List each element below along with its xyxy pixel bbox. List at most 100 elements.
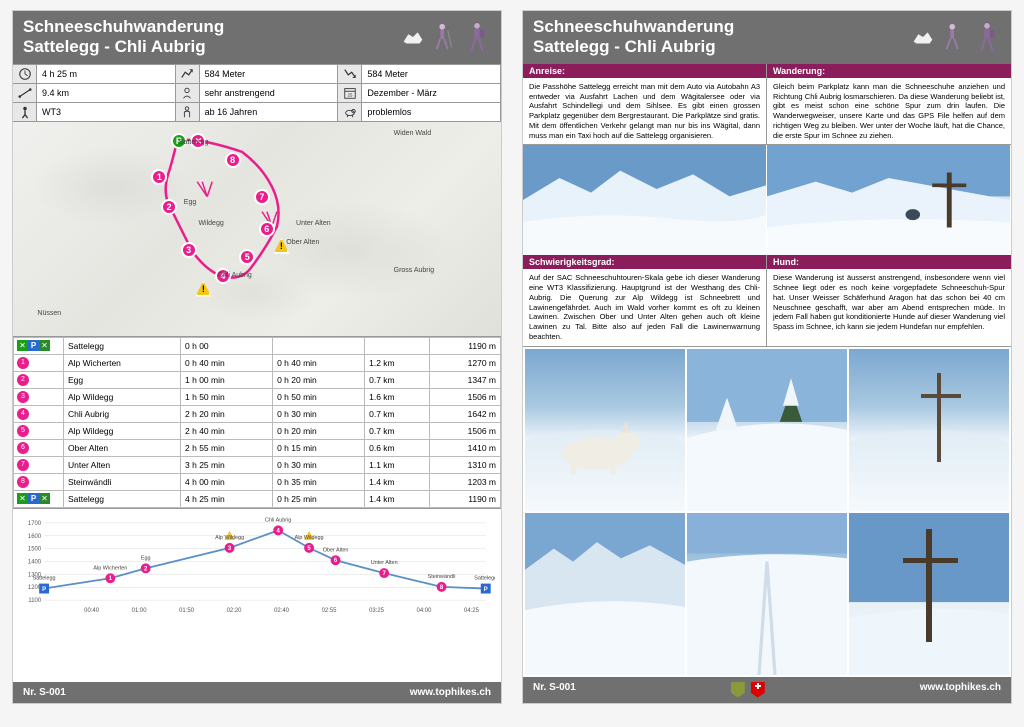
fox-icon xyxy=(909,21,937,53)
photo-dog xyxy=(525,349,685,511)
wp-time-total: 4 h 25 min xyxy=(181,490,273,507)
svg-text:1100: 1100 xyxy=(28,598,41,604)
stat-dog: problemlos xyxy=(362,103,501,122)
block-header: Hund: xyxy=(767,255,1011,269)
svg-text:04:25: 04:25 xyxy=(464,608,480,614)
svg-text:1400: 1400 xyxy=(28,559,42,565)
wp-name: Egg xyxy=(64,371,181,388)
table-row: 1Alp Wicherten0 h 40 min0 h 40 min1.2 km… xyxy=(14,354,501,371)
svg-text:Unter Alten: Unter Alten xyxy=(371,560,398,566)
page-title: Schneeschuhwanderung Sattelegg - Chli Au… xyxy=(23,17,224,58)
photo-summit-cross-1 xyxy=(849,349,1009,511)
svg-text:02:20: 02:20 xyxy=(227,608,243,614)
wp-name: Alp Wildegg xyxy=(64,388,181,405)
snowshoer-icon xyxy=(941,21,969,53)
wp-icon: ✕P✕ xyxy=(14,490,64,507)
page-header: Schneeschuhwanderung Sattelegg - Chli Au… xyxy=(13,11,501,64)
hiker-icon xyxy=(973,21,1001,53)
svg-text:Alp Wildegg: Alp Wildegg xyxy=(215,535,244,541)
block-anreise: Anreise: Die Passhöhe Sattelegg erreicht… xyxy=(523,64,767,146)
stat-season: Dezember - März xyxy=(362,84,501,103)
wp-icon: 1 xyxy=(14,354,64,371)
map-wp-1: 1 xyxy=(151,169,167,185)
distance-icon xyxy=(13,84,37,103)
wp-time-total: 3 h 25 min xyxy=(181,456,273,473)
wp-distance: 1.6 km xyxy=(365,388,430,405)
wp-time-total: 2 h 55 min xyxy=(181,439,273,456)
stat-distance: 9.4 km xyxy=(37,84,176,103)
wp-distance: 0.6 km xyxy=(365,439,430,456)
page-footer: Nr. S-001 www.tophikes.ch xyxy=(13,682,501,703)
block-hund: Hund: Diese Wanderung ist äusserst anstr… xyxy=(767,255,1011,346)
block-header: Wanderung: xyxy=(767,64,1011,78)
wp-elevation: 1642 m xyxy=(430,405,501,422)
map-wp-6: 6 xyxy=(259,221,275,237)
map-label: Widen Wald xyxy=(394,130,431,137)
block-header: Anreise: xyxy=(523,64,766,78)
wp-icon: 6 xyxy=(14,439,64,456)
wp-distance: 1.1 km xyxy=(365,456,430,473)
descent-icon xyxy=(338,65,362,84)
map-label: Sattelegg xyxy=(179,139,209,146)
svg-text:01:50: 01:50 xyxy=(179,608,195,614)
block-header: Schwierigkeitsgrad: xyxy=(523,255,766,269)
elevation-chart: 1100120013001400150016001700PSattelegg1A… xyxy=(13,508,501,618)
svg-text:00:40: 00:40 xyxy=(84,608,100,614)
svg-text:1500: 1500 xyxy=(28,546,42,552)
wp-time-leg: 0 h 30 min xyxy=(273,405,365,422)
map-wp-8: 8 xyxy=(225,152,241,168)
wp-time-total: 1 h 00 min xyxy=(181,371,273,388)
map-wp-5: 5 xyxy=(239,249,255,265)
stats-grid: 4 h 25 m 584 Meter 584 Meter 9.4 km sehr… xyxy=(13,64,501,122)
wp-distance: 1.4 km xyxy=(365,473,430,490)
wp-distance: 1.4 km xyxy=(365,490,430,507)
table-row: 5Alp Wildegg2 h 40 min0 h 20 min0.7 km15… xyxy=(14,422,501,439)
title-line-2: Sattelegg - Chli Aubrig xyxy=(23,37,224,57)
svg-text:P: P xyxy=(42,587,46,593)
svg-text:01:00: 01:00 xyxy=(132,608,148,614)
table-row: 8Steinwändli4 h 00 min0 h 35 min1.4 km12… xyxy=(14,473,501,490)
wp-icon: 4 xyxy=(14,405,64,422)
svg-text:Ober Alten: Ober Alten xyxy=(323,547,349,553)
svg-text:02:40: 02:40 xyxy=(274,608,290,614)
svg-text:03:25: 03:25 xyxy=(369,608,385,614)
map-label: Ober Alten xyxy=(286,239,319,246)
page-1: Schneeschuhwanderung Sattelegg - Chli Au… xyxy=(12,10,502,704)
wp-elevation: 1270 m xyxy=(430,354,501,371)
route-path xyxy=(13,122,501,336)
fox-icon xyxy=(399,21,427,53)
svg-text:04:00: 04:00 xyxy=(417,608,433,614)
header-icons xyxy=(399,21,491,53)
wp-elevation: 1347 m xyxy=(430,371,501,388)
table-row: 3Alp Wildegg1 h 50 min0 h 50 min1.6 km15… xyxy=(14,388,501,405)
table-row: 7Unter Alten3 h 25 min0 h 30 min1.1 km13… xyxy=(14,456,501,473)
wp-time-leg: 0 h 30 min xyxy=(273,456,365,473)
wp-icon: ✕P✕ xyxy=(14,337,64,354)
svg-text:Alp Wicherten: Alp Wicherten xyxy=(93,565,127,571)
wp-time-leg: 0 h 20 min xyxy=(273,371,365,388)
dog-icon xyxy=(338,103,362,122)
text-row-1: Anreise: Die Passhöhe Sattelegg erreicht… xyxy=(523,64,1011,146)
table-row: 4Chli Aubrig2 h 20 min0 h 30 min0.7 km16… xyxy=(14,405,501,422)
block-wanderung: Wanderung: Gleich beim Parkplatz kann ma… xyxy=(767,64,1011,146)
wp-time-leg: 0 h 20 min xyxy=(273,422,365,439)
ascent-icon xyxy=(176,65,200,84)
wp-time-leg: 0 h 15 min xyxy=(273,439,365,456)
stat-effort: sehr anstrengend xyxy=(200,84,339,103)
wp-time-total: 2 h 20 min xyxy=(181,405,273,422)
wp-name: Ober Alten xyxy=(64,439,181,456)
stat-ascent: 584 Meter xyxy=(200,65,339,84)
svg-text:Chli Aubrig: Chli Aubrig xyxy=(265,517,291,523)
effort-icon xyxy=(176,84,200,103)
wp-name: Chli Aubrig xyxy=(64,405,181,422)
footer-url: www.tophikes.ch xyxy=(920,682,1001,698)
page-2: Schneeschuhwanderung Sattelegg - Chli Au… xyxy=(522,10,1012,704)
wp-distance: 1.2 km xyxy=(365,354,430,371)
photo-snow-tracks xyxy=(687,513,847,675)
canton-shield-icon xyxy=(731,682,745,698)
wp-elevation: 1310 m xyxy=(430,456,501,473)
table-row: 2Egg1 h 00 min0 h 20 min0.7 km1347 m xyxy=(14,371,501,388)
wp-name: Sattelegg xyxy=(64,490,181,507)
svg-text:P: P xyxy=(484,587,488,593)
map-wp-2: 2 xyxy=(161,199,177,215)
